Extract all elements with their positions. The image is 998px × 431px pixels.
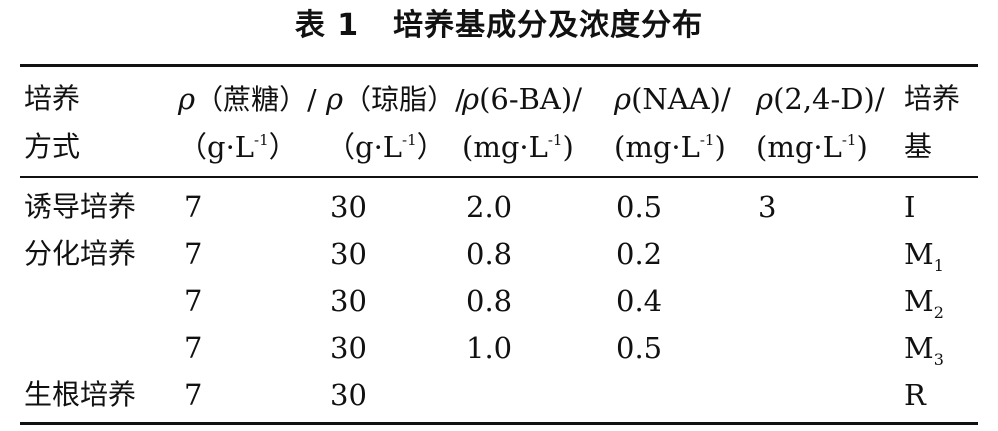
cell-method: 生根培养 xyxy=(24,378,137,411)
header-6ba-line1: ρ(6-BA)/ xyxy=(462,82,582,116)
bottom-rule xyxy=(20,422,978,425)
cell-agar: 30 xyxy=(330,237,367,271)
header-sucrose-line1: ρ（蔗糖）/ xyxy=(178,82,317,116)
cell-agar: 30 xyxy=(330,284,367,318)
cell-method: 分化培养 xyxy=(24,237,137,270)
header-naa-line1: ρ(NAA)/ xyxy=(614,82,731,116)
cell-sucrose: 7 xyxy=(184,284,203,318)
cell-sucrose: 7 xyxy=(184,331,203,365)
header-medium-line2: 基 xyxy=(904,130,933,163)
cell-sucrose: 7 xyxy=(184,237,203,271)
header-agar-line1: ρ（琼脂）/ xyxy=(326,82,465,116)
table-caption: 培养基成分及浓度分布 xyxy=(393,8,704,43)
cell-sucrose: 7 xyxy=(184,190,203,224)
header-medium-line1: 培养 xyxy=(904,82,961,115)
cell-6ba: 0.8 xyxy=(466,284,513,318)
cell-method: 诱导培养 xyxy=(24,190,137,223)
cell-sucrose: 7 xyxy=(184,378,203,412)
header-agar-unit: （g·L-1） xyxy=(326,130,446,164)
cell-naa: 0.5 xyxy=(616,190,663,224)
header-6ba-unit: (mg·L-1) xyxy=(462,130,574,164)
table-number: 表 1 xyxy=(294,8,360,43)
cell-24d: 3 xyxy=(758,190,777,224)
header-naa-unit: (mg·L-1) xyxy=(614,130,726,164)
header-method-line2: 方式 xyxy=(24,130,81,163)
cell-naa: 0.2 xyxy=(616,237,663,271)
header-method-line1: 培养 xyxy=(24,82,81,115)
table-title: 表 1 培养基成分及浓度分布 xyxy=(0,4,998,48)
header-rule xyxy=(20,176,978,178)
cell-naa: 0.5 xyxy=(616,331,663,365)
header-24d-unit: (mg·L-1) xyxy=(756,130,868,164)
cell-6ba: 2.0 xyxy=(466,190,513,224)
cell-naa: 0.4 xyxy=(616,284,663,318)
cell-medium: R xyxy=(904,378,926,412)
cell-medium: M3 xyxy=(904,331,944,369)
cell-agar: 30 xyxy=(330,331,367,365)
cell-medium: M2 xyxy=(904,284,944,322)
cell-agar: 30 xyxy=(330,190,367,224)
cell-6ba: 0.8 xyxy=(466,237,513,271)
cell-medium: I xyxy=(904,190,916,224)
cell-6ba: 1.0 xyxy=(466,331,513,365)
header-24d-line1: ρ(2,4-D)/ xyxy=(756,82,885,116)
cell-medium: M1 xyxy=(904,237,944,275)
top-rule xyxy=(20,64,978,67)
cell-agar: 30 xyxy=(330,378,367,412)
header-sucrose-unit: （g·L-1） xyxy=(178,130,298,164)
